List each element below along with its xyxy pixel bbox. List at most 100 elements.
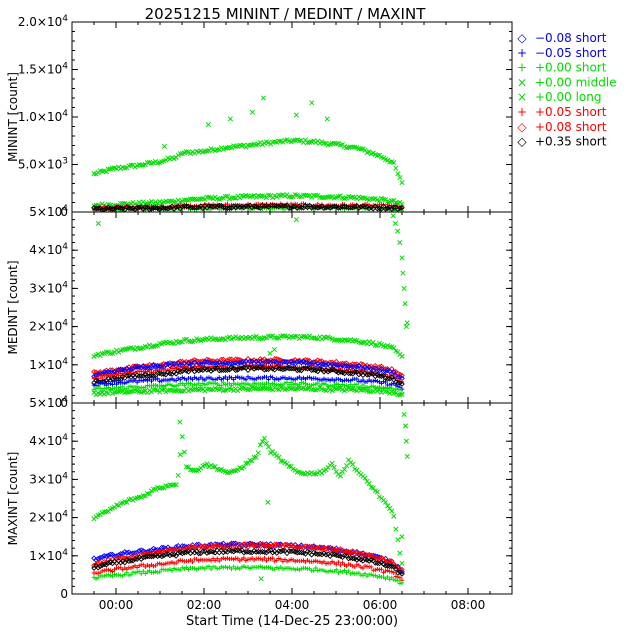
- data-point: [247, 541, 253, 548]
- data-point: [173, 204, 179, 210]
- data-point: [280, 366, 286, 373]
- data-point: [263, 366, 270, 373]
- data-point: [181, 549, 188, 556]
- data-point: [278, 458, 284, 464]
- data-point: [144, 553, 151, 560]
- data-point: [347, 549, 354, 556]
- data-point: [171, 384, 177, 389]
- data-point: [247, 364, 253, 371]
- data-point: [167, 204, 173, 211]
- data-point: [264, 374, 269, 380]
- data-point: [391, 570, 396, 575]
- panel-medint: 0 1×104 2×104 3×104 4×104 5×104 MEDINT [count]: [6, 204, 513, 410]
- data-point: [385, 568, 390, 573]
- data-point: [319, 560, 325, 566]
- data-point: [202, 382, 208, 387]
- data-point: [387, 344, 393, 350]
- data-point: [350, 384, 355, 390]
- data-point: [95, 205, 101, 212]
- data-point: [243, 548, 249, 555]
- series--0-00-middle: [91, 137, 405, 186]
- data-point: [232, 204, 239, 211]
- outlier-point: [205, 122, 211, 128]
- data-point: [342, 568, 347, 573]
- series--0-00-middle: [91, 434, 405, 566]
- data-point: [139, 571, 144, 576]
- data-point: [276, 454, 282, 460]
- data-point: [399, 391, 405, 396]
- data-point: [212, 365, 218, 372]
- data-point: [153, 382, 158, 388]
- data-point: [288, 380, 294, 385]
- data-point: [327, 204, 333, 211]
- data-point: [198, 386, 204, 392]
- data-point: [387, 385, 392, 390]
- data-point: [100, 380, 105, 386]
- data-point: [110, 382, 115, 387]
- data-point: [253, 549, 260, 555]
- data-point: [288, 376, 294, 381]
- data-point: [354, 382, 360, 387]
- data-point: [399, 201, 405, 207]
- data-point: [150, 205, 157, 211]
- data-point: [336, 559, 341, 565]
- data-point: [311, 568, 316, 573]
- data-point: [178, 377, 183, 382]
- data-point: [311, 559, 316, 564]
- data-point: [158, 205, 165, 211]
- data-point: [383, 499, 389, 505]
- data-point: [157, 569, 162, 575]
- data-point: [167, 377, 173, 382]
- data-point: [360, 382, 366, 388]
- data-point: [144, 550, 151, 557]
- data-point: [296, 194, 302, 200]
- data-point: [210, 204, 216, 210]
- y-axis-label: MAXINT [count]: [6, 452, 20, 546]
- data-point: [353, 363, 360, 370]
- y-tick-label: 2×104: [29, 319, 68, 334]
- data-point: [232, 547, 239, 554]
- data-point: [346, 568, 351, 574]
- data-point: [97, 563, 103, 570]
- data-point: [269, 358, 276, 365]
- data-point: [353, 557, 360, 563]
- data-point: [150, 486, 157, 492]
- data-point: [208, 387, 214, 393]
- data-point: [335, 205, 342, 211]
- data-point: [334, 567, 339, 572]
- data-point: [393, 574, 399, 579]
- data-point: [225, 556, 230, 561]
- data-point: [223, 564, 228, 570]
- data-point: [217, 375, 222, 380]
- data-point: [257, 442, 263, 448]
- data-point: [296, 549, 303, 556]
- data-point: [269, 549, 276, 556]
- data-point: [107, 551, 114, 558]
- chart-title: 20251215 MININT / MEDINT / MAXINT: [145, 5, 427, 23]
- data-point: [188, 381, 193, 386]
- data-point: [399, 381, 405, 387]
- outlier-point: [260, 95, 266, 101]
- data-point: [362, 563, 368, 569]
- data-point: [200, 376, 206, 382]
- data-point: [288, 365, 294, 372]
- data-point: [103, 349, 109, 355]
- data-point: [136, 569, 142, 574]
- data-point: [148, 553, 155, 560]
- data-point: [321, 381, 327, 386]
- legend-item: ◇ −0.08 short: [517, 31, 606, 45]
- data-point: [192, 386, 198, 392]
- data-point: [118, 573, 123, 578]
- data-point: [216, 202, 223, 209]
- data-point: [272, 381, 277, 387]
- series--0-05-short: [91, 374, 405, 392]
- data-point: [187, 366, 194, 373]
- data-point: [275, 203, 282, 210]
- data-point: [204, 194, 210, 200]
- data-point: [173, 482, 179, 488]
- data-point: [257, 193, 263, 199]
- data-point: [224, 205, 231, 211]
- data-point: [204, 386, 210, 392]
- data-point: [187, 196, 194, 202]
- outlier-point: [401, 285, 407, 291]
